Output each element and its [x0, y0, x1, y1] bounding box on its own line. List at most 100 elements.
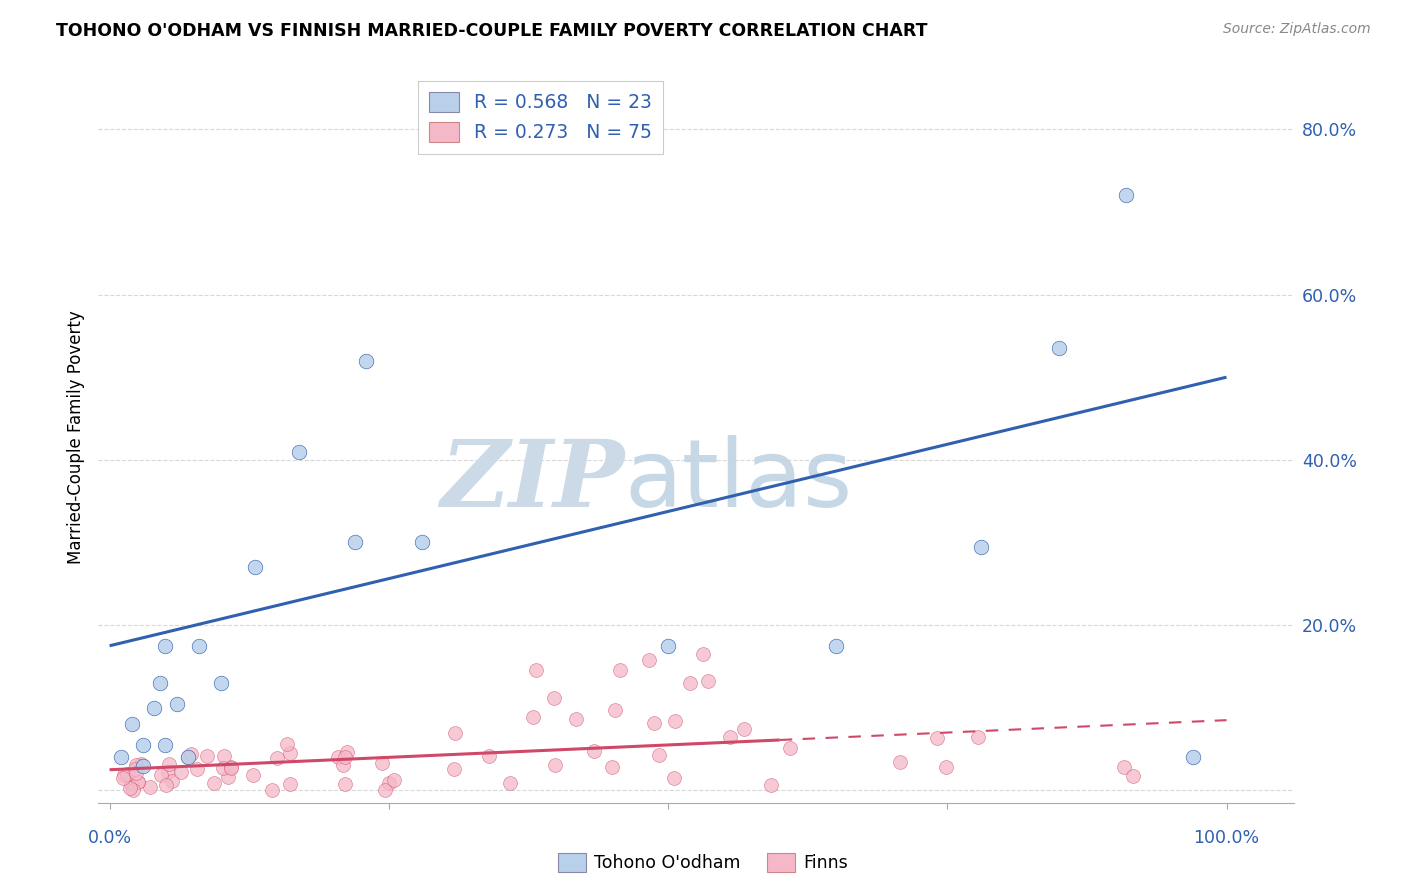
- Point: [129, 756, 152, 771]
- Point: [212, 760, 235, 774]
- Point: [219, 761, 242, 775]
- Point: [1115, 188, 1137, 202]
- Point: [276, 737, 298, 751]
- Point: [242, 768, 264, 782]
- Point: [169, 764, 191, 779]
- Point: [478, 749, 501, 764]
- Point: [637, 652, 659, 666]
- Point: [127, 775, 149, 789]
- Point: [132, 738, 155, 752]
- Point: [544, 758, 567, 772]
- Point: [443, 762, 465, 776]
- Point: [967, 730, 990, 744]
- Text: atlas: atlas: [624, 435, 852, 527]
- Point: [609, 663, 631, 677]
- Point: [180, 747, 202, 762]
- Point: [155, 778, 177, 792]
- Point: [166, 697, 188, 711]
- Point: [1122, 769, 1144, 783]
- Point: [288, 444, 311, 458]
- Point: [692, 647, 714, 661]
- Point: [336, 745, 359, 759]
- Text: TOHONO O'ODHAM VS FINNISH MARRIED-COUPLE FAMILY POVERTY CORRELATION CHART: TOHONO O'ODHAM VS FINNISH MARRIED-COUPLE…: [56, 22, 928, 40]
- Point: [499, 776, 522, 790]
- Point: [522, 710, 544, 724]
- Point: [543, 691, 565, 706]
- Point: [260, 782, 283, 797]
- Point: [121, 783, 143, 797]
- Point: [149, 768, 172, 782]
- Point: [970, 540, 993, 554]
- Point: [202, 776, 225, 790]
- Point: [1047, 341, 1070, 355]
- Point: [925, 731, 948, 745]
- Point: [374, 783, 396, 797]
- Point: [648, 747, 671, 762]
- Point: [112, 771, 135, 785]
- Text: ZIP: ZIP: [440, 436, 624, 526]
- Point: [662, 771, 685, 785]
- Point: [186, 762, 208, 776]
- Point: [935, 760, 957, 774]
- Point: [176, 750, 198, 764]
- Point: [332, 757, 354, 772]
- Point: [243, 560, 266, 574]
- Point: [444, 726, 467, 740]
- Point: [889, 755, 911, 769]
- Text: 0.0%: 0.0%: [87, 830, 132, 847]
- Point: [110, 750, 132, 764]
- Y-axis label: Married-Couple Family Poverty: Married-Couple Family Poverty: [66, 310, 84, 564]
- Point: [377, 776, 399, 790]
- Point: [139, 780, 162, 794]
- Point: [603, 703, 626, 717]
- Point: [187, 639, 209, 653]
- Point: [524, 663, 547, 677]
- Point: [733, 722, 755, 736]
- Point: [697, 674, 720, 689]
- Point: [280, 746, 302, 760]
- Legend: R = 0.568   N = 23, R = 0.273   N = 75: R = 0.568 N = 23, R = 0.273 N = 75: [418, 81, 664, 153]
- Point: [219, 760, 242, 774]
- Point: [120, 777, 142, 791]
- Point: [382, 772, 405, 787]
- Point: [115, 767, 138, 781]
- Point: [761, 778, 783, 792]
- Point: [124, 765, 146, 780]
- Point: [328, 749, 350, 764]
- Point: [583, 744, 606, 758]
- Point: [657, 639, 679, 653]
- Point: [209, 676, 232, 690]
- Point: [155, 738, 177, 752]
- Point: [160, 773, 183, 788]
- Point: [411, 535, 433, 549]
- Point: [1114, 760, 1136, 774]
- Point: [779, 741, 801, 756]
- Point: [127, 774, 149, 789]
- Point: [266, 750, 288, 764]
- Point: [344, 535, 367, 549]
- Point: [565, 712, 588, 726]
- Point: [124, 762, 146, 776]
- Point: [356, 353, 378, 368]
- Point: [1182, 750, 1205, 764]
- Point: [278, 777, 301, 791]
- Point: [177, 750, 200, 764]
- Text: Source: ZipAtlas.com: Source: ZipAtlas.com: [1223, 22, 1371, 37]
- Point: [195, 748, 218, 763]
- Point: [679, 676, 702, 690]
- Point: [149, 676, 172, 690]
- Point: [333, 777, 356, 791]
- Legend: Tohono O'odham, Finns: Tohono O'odham, Finns: [551, 846, 855, 879]
- Point: [217, 770, 239, 784]
- Point: [643, 715, 665, 730]
- Point: [212, 748, 235, 763]
- Point: [120, 781, 142, 796]
- Point: [121, 717, 143, 731]
- Point: [132, 758, 155, 772]
- Point: [824, 639, 846, 653]
- Point: [370, 756, 392, 771]
- Point: [718, 730, 741, 744]
- Point: [600, 760, 623, 774]
- Point: [155, 639, 177, 653]
- Point: [157, 756, 180, 771]
